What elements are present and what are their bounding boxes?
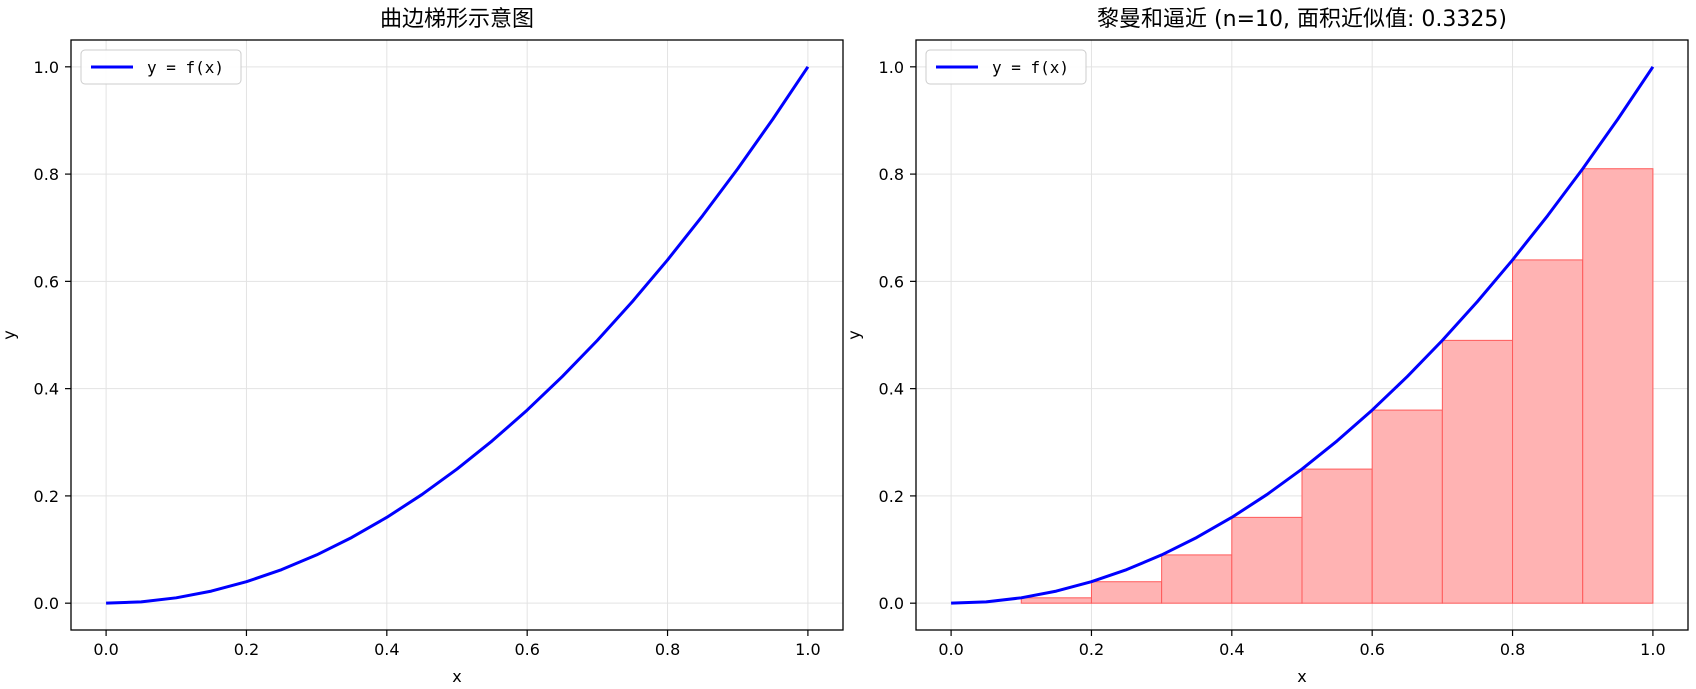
riemann-bar-1 (1020, 597, 1092, 604)
riemann-bar-6 (1371, 409, 1443, 604)
x-tick-label-1: 0.2 (234, 640, 259, 659)
chart-title: 曲边梯形示意图 (380, 7, 534, 32)
legend: y = f(x) (925, 49, 1087, 85)
x-tick-label-5: 1.0 (795, 640, 820, 659)
y-axis-label: y (845, 330, 864, 339)
legend-box (925, 49, 1087, 85)
riemann-bar-5 (1301, 468, 1373, 604)
riemann-bar-2 (1090, 581, 1163, 604)
y-tick-label-1: 0.2 (879, 487, 904, 506)
y-tick-label-5: 1.0 (34, 58, 59, 77)
y-tick-label-4: 0.8 (879, 165, 904, 184)
y-tick-label-5: 1.0 (879, 58, 904, 77)
x-tick-label-2: 0.4 (1219, 640, 1244, 659)
x-axis-label: x (1297, 667, 1306, 686)
y-tick-label-3: 0.6 (879, 272, 904, 291)
legend-entry-0: y = f(x) (147, 58, 224, 77)
x-tick-label-1: 0.2 (1079, 640, 1104, 659)
riemann-bar-8 (1512, 259, 1584, 604)
legend-entry-0: y = f(x) (992, 58, 1069, 77)
axes-frame (70, 39, 844, 631)
series-line-0 (951, 65, 1655, 605)
x-tick-label-5: 1.0 (1640, 640, 1665, 659)
plot-area (71, 40, 843, 630)
legend-box (80, 49, 242, 85)
x-tick-label-2: 0.4 (374, 640, 399, 659)
x-tick-label-0: 0.0 (938, 640, 963, 659)
x-axis-label: x (452, 667, 461, 686)
riemann-bar-9 (1582, 168, 1654, 604)
y-tick-label-0: 0.0 (34, 594, 59, 613)
subplot-2: 0.0 0.2 0.4 0.6 0.8 1.0 0.0 0.2 0.4 0.6 0.8 1.0 x y 黎曼… (845, 7, 1689, 686)
chart-title: 黎曼和逼近 (n=10, 面积近似值: 0.3325) (1097, 7, 1507, 32)
y-tick-label-2: 0.4 (879, 380, 904, 399)
x-tick-label-3: 0.6 (1359, 640, 1384, 659)
legend: y = f(x) (80, 49, 242, 85)
x-tick-label-0: 0.0 (93, 640, 118, 659)
y-tick-label-4: 0.8 (34, 165, 59, 184)
y-axis-label: y (0, 330, 19, 339)
y-tick-label-3: 0.6 (34, 272, 59, 291)
y-tick-label-2: 0.4 (34, 380, 59, 399)
riemann-bar-7 (1441, 339, 1514, 604)
x-tick-label-4: 0.8 (1500, 640, 1525, 659)
axes-frame (915, 39, 1689, 631)
x-tick-label-3: 0.6 (514, 640, 539, 659)
riemann-bar-3 (1161, 554, 1233, 604)
series-line-0 (106, 65, 810, 605)
y-tick-label-0: 0.0 (879, 594, 904, 613)
y-tick-label-1: 0.2 (34, 487, 59, 506)
subplot-1: 0.0 0.2 0.4 0.6 0.8 1.0 0.0 0.2 0.4 0.6 0.8 1.0 x y 曲边… (0, 7, 844, 686)
x-tick-label-4: 0.8 (655, 640, 680, 659)
riemann-bar-4 (1231, 516, 1303, 604)
